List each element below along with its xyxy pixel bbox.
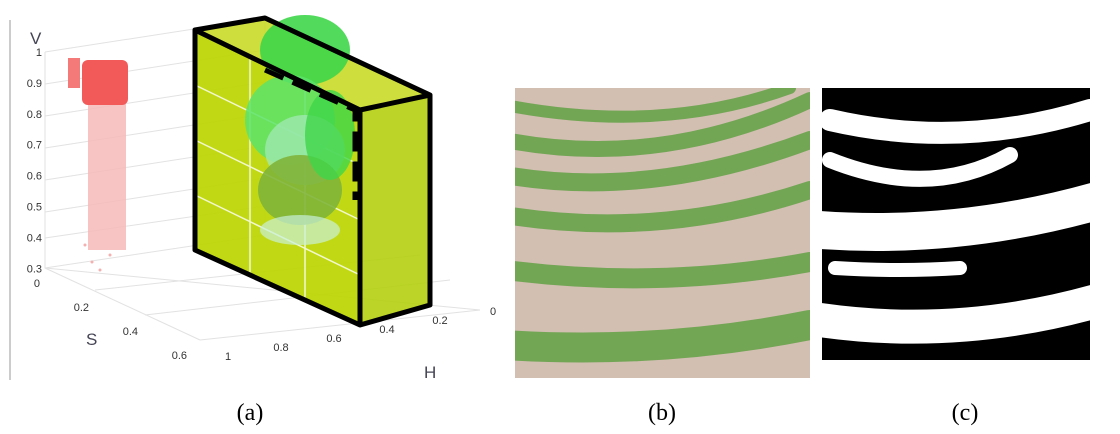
tick-label: 0.3	[27, 263, 42, 275]
tick-label: 0.6	[326, 333, 341, 345]
h-axis-label: H	[424, 363, 436, 382]
tick-label: 0	[490, 306, 496, 318]
tick-label: 0.6	[172, 350, 187, 362]
caption-c: (c)	[952, 400, 979, 426]
tick-label: 0.7	[27, 140, 42, 152]
panel-b-photo	[505, 88, 810, 378]
caption-a: (a)	[237, 400, 264, 426]
tick-label: 1	[225, 351, 231, 363]
panel-a-plot: V S H 1 0.9 0.8 0.7 0.6 0.5 0.4 0.3 0 0.2 0.4 0.6 1 0…	[10, 15, 496, 382]
s-axis-label: S	[86, 330, 97, 349]
tick-label: 0.5	[27, 202, 42, 214]
tick-label: 0.8	[273, 342, 288, 354]
v-axis-label: V	[30, 29, 42, 48]
caption-b: (b)	[648, 400, 676, 426]
figure: V S H 1 0.9 0.8 0.7 0.6 0.5 0.4 0.3 0 0.2 0.4 0.6 1 0…	[0, 0, 1120, 434]
tick-label: 0.2	[74, 302, 89, 314]
tick-label: 0.4	[123, 326, 138, 338]
tick-label: 0.2	[432, 315, 447, 327]
tick-label: 0	[34, 278, 40, 290]
panel-c-mask	[820, 88, 1100, 378]
tick-label: 0.4	[379, 324, 394, 336]
tick-label: 0.4	[27, 232, 42, 244]
tick-label: 0.8	[27, 109, 42, 121]
tick-label: 0.6	[27, 171, 42, 183]
tick-label: 0.9	[27, 78, 42, 90]
tick-label: 1	[36, 47, 42, 59]
figure-svg: V S H 1 0.9 0.8 0.7 0.6 0.5 0.4 0.3 0 0.2 0.4 0.6 1 0…	[0, 0, 1120, 434]
